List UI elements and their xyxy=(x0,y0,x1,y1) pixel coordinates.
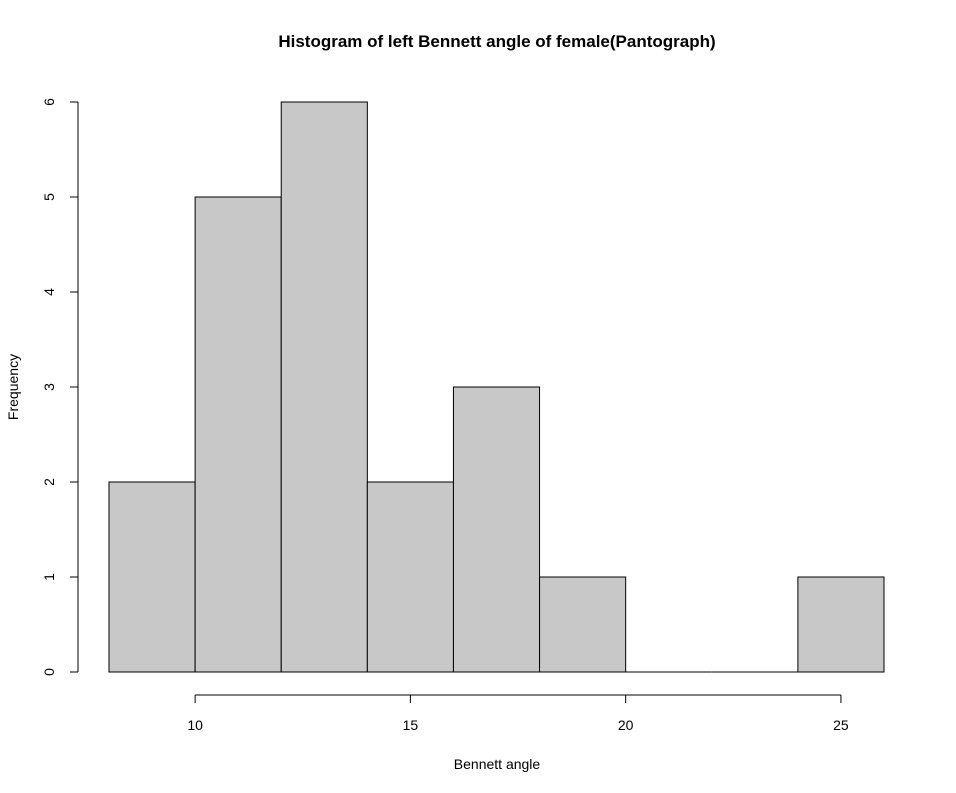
histogram-bar-3 xyxy=(366,481,454,673)
histogram-bar-2 xyxy=(280,101,368,673)
y-tick-label-5: 5 xyxy=(41,193,57,201)
histogram-bar-4 xyxy=(452,386,541,673)
y-axis: 0 1 2 3 4 5 6 xyxy=(41,98,79,676)
y-tick-label-4: 4 xyxy=(41,288,57,296)
histogram-bar-1 xyxy=(194,196,282,673)
histogram-bar-5 xyxy=(539,576,627,673)
x-tick-label-1: 15 xyxy=(403,717,419,733)
x-tick-label-2: 20 xyxy=(618,717,634,733)
y-tick-label-6: 6 xyxy=(41,98,57,106)
y-tick-label-3: 3 xyxy=(41,383,57,391)
histogram-bar-0 xyxy=(108,481,196,673)
x-axis-label: Bennett angle xyxy=(454,756,541,772)
chart-title: Histogram of left Bennett angle of femal… xyxy=(278,32,715,51)
y-tick-label-1: 1 xyxy=(41,573,57,581)
x-tick-label-0: 10 xyxy=(187,717,203,733)
bars-group xyxy=(108,101,885,673)
y-axis-label: Frequency xyxy=(5,354,21,420)
x-tick-label-3: 25 xyxy=(833,717,849,733)
x-axis: 10 15 20 25 xyxy=(187,694,849,733)
y-tick-label-2: 2 xyxy=(41,478,57,486)
y-tick-label-0: 0 xyxy=(41,668,57,676)
histogram-bar-8 xyxy=(797,576,885,673)
